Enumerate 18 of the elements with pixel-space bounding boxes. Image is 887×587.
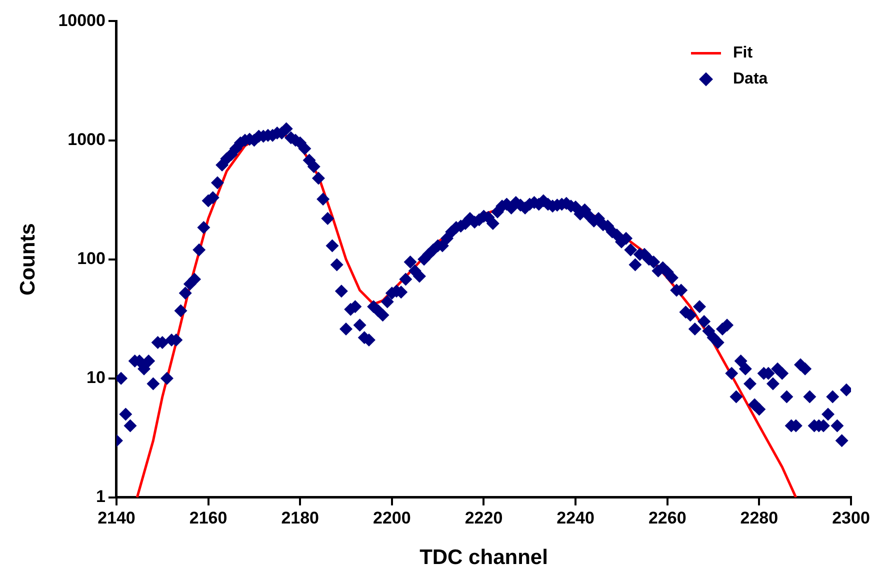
- x-tick-label: 2140: [98, 508, 136, 528]
- y-tick-label: 10000: [58, 10, 106, 30]
- x-tick-label: 2300: [832, 508, 870, 528]
- x-tick-label: 2180: [281, 508, 320, 528]
- x-tick-label: 2280: [740, 508, 778, 528]
- y-axis-title: Counts: [16, 223, 40, 296]
- y-tick-label: 1: [96, 487, 106, 506]
- x-tick-label: 2260: [648, 508, 686, 528]
- x-tick-label: 2160: [189, 508, 228, 528]
- x-tick-label: 2240: [556, 508, 594, 528]
- x-tick-label: 2220: [464, 508, 503, 528]
- legend-label: Fit: [733, 44, 754, 62]
- x-axis-title: TDC channel: [420, 546, 548, 570]
- legend-label: Data: [733, 70, 768, 88]
- x-tick-label: 2200: [373, 508, 411, 528]
- y-tick-label: 100: [77, 248, 106, 268]
- y-tick-label: 10: [86, 368, 106, 388]
- y-tick-label: 1000: [68, 130, 106, 149]
